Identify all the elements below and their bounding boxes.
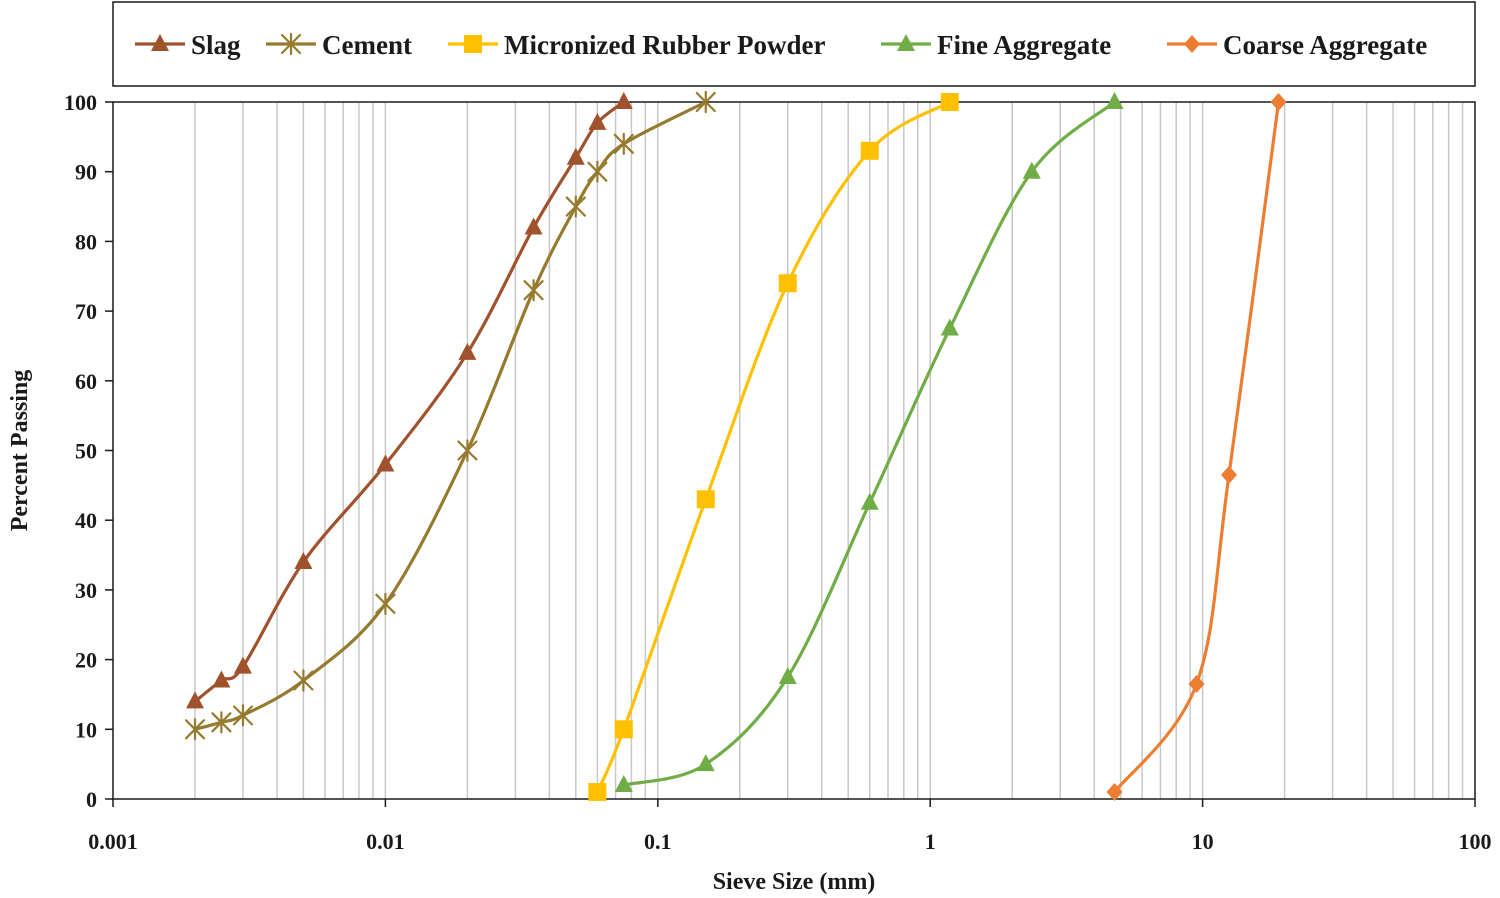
legend-item-micronized-rubber-powder: Micronized Rubber Powder (448, 30, 825, 60)
y-tick-label: 40 (75, 508, 97, 533)
series-fine-aggregate (614, 92, 1124, 793)
y-tick-label: 80 (75, 229, 97, 254)
data-point-cement (184, 718, 206, 741)
series-layer (184, 90, 1287, 802)
legend-marker (151, 34, 169, 51)
data-point-coarse-aggregate (1188, 674, 1205, 693)
data-point-slag (458, 342, 477, 360)
y-tick-label: 0 (86, 787, 97, 812)
series-line-coarse-aggregate (1113, 101, 1281, 794)
legend-box (112, 1, 1476, 87)
x-tick-label: 0.1 (644, 829, 672, 854)
y-tick-label: 20 (75, 648, 97, 673)
legend-marker (464, 35, 482, 53)
data-point-fine-aggregate (1022, 161, 1041, 179)
data-point-micronized-rubber-powder (940, 93, 959, 111)
x-tick-label: 100 (1459, 829, 1492, 854)
legend-marker (280, 32, 302, 56)
legend-item-cement: Cement (266, 30, 412, 60)
data-point-slag (614, 92, 633, 109)
x-axis-title: Sieve Size (mm) (713, 869, 876, 895)
data-point-cement (232, 704, 254, 727)
data-point-coarse-aggregate (1106, 783, 1123, 802)
data-point-fine-aggregate (614, 775, 633, 793)
data-point-fine-aggregate (696, 754, 715, 772)
data-point-cement (523, 279, 544, 302)
data-point-micronized-rubber-powder (696, 490, 715, 509)
legend-item-fine-aggregate: Fine Aggregate (881, 30, 1111, 60)
data-point-cement (695, 90, 716, 114)
plot-area (112, 101, 1476, 800)
y-tick-label: 70 (75, 299, 97, 324)
series-micronized-rubber-powder (588, 93, 959, 802)
series-cement (184, 90, 716, 741)
data-point-slag (294, 552, 313, 570)
data-point-fine-aggregate (778, 667, 797, 685)
data-point-slag (566, 147, 585, 165)
legend: Slag Cement Micronized Rubber Powder Fine A… (112, 1, 1476, 87)
data-point-slag (212, 670, 231, 688)
data-point-cement (587, 160, 608, 183)
data-point-micronized-rubber-powder (860, 141, 879, 160)
legend-label: Coarse Aggregate (1223, 30, 1427, 60)
data-point-micronized-rubber-powder (588, 783, 607, 802)
legend-label: Slag (191, 30, 241, 60)
data-point-micronized-rubber-powder (778, 274, 797, 293)
legend-item-slag: Slag (135, 30, 241, 60)
legend-label: Cement (322, 30, 412, 60)
legend-marker (897, 34, 915, 51)
data-point-fine-aggregate (940, 318, 959, 336)
data-point-cement (375, 592, 396, 615)
series-coarse-aggregate (1106, 93, 1287, 802)
data-point-fine-aggregate (1105, 92, 1124, 109)
series-line-slag (194, 100, 625, 703)
data-point-slag (233, 656, 252, 674)
y-tick-label: 10 (75, 717, 97, 742)
y-axis: 0 10 20 30 40 50 60 70 80 90 100 (64, 90, 113, 812)
x-tick-label: 0.01 (366, 829, 405, 854)
y-tick-label: 100 (64, 90, 97, 115)
data-point-cement (457, 439, 478, 462)
legend-label: Micronized Rubber Powder (504, 30, 825, 60)
data-point-coarse-aggregate (1270, 93, 1287, 111)
data-point-fine-aggregate (860, 492, 879, 510)
x-tick-label: 10 (1192, 829, 1214, 854)
data-point-slag (376, 454, 395, 472)
legend-item-coarse-aggregate: Coarse Aggregate (1167, 30, 1427, 60)
x-axis: 0.001 0.01 0.1 1 10 100 (88, 799, 1492, 854)
series-line-cement (194, 100, 707, 731)
series-slag (186, 92, 633, 709)
data-point-micronized-rubber-powder (614, 720, 633, 739)
y-tick-label: 90 (75, 160, 97, 185)
x-tick-label: 1 (925, 829, 936, 854)
data-point-cement (613, 132, 634, 155)
y-tick-label: 50 (75, 439, 97, 464)
y-tick-label: 60 (75, 369, 97, 394)
gridlines (194, 102, 1464, 799)
data-point-coarse-aggregate (1220, 465, 1237, 484)
data-point-slag (186, 691, 205, 709)
legend-marker (1184, 35, 1200, 53)
legend-label: Fine Aggregate (937, 30, 1111, 60)
y-tick-label: 30 (75, 578, 97, 603)
data-point-slag (524, 217, 543, 235)
data-point-cement (565, 195, 586, 218)
data-point-cement (293, 669, 314, 692)
data-point-cement (211, 711, 232, 734)
data-point-slag (588, 112, 607, 130)
x-tick-label: 0.001 (88, 829, 138, 854)
y-axis-title: Percent Passing (7, 370, 33, 532)
